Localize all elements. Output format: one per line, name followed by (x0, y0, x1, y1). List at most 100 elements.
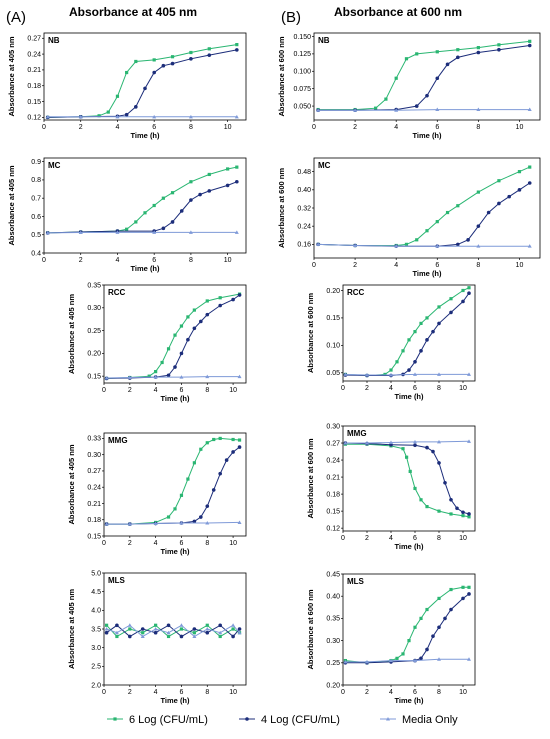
data-point-s6 (437, 305, 441, 309)
data-point-s6 (235, 165, 239, 169)
data-point-s6 (476, 46, 480, 50)
data-point-s6 (394, 76, 398, 80)
data-point-s6 (170, 55, 175, 59)
x-tick-label: 0 (341, 535, 345, 542)
data-point-s6 (179, 627, 184, 631)
chart-a-mmg: 0.15 0.18 0.21 0.24 0.27 0.30 0.33 0 2 4 6 8 10 Time … (67, 432, 247, 556)
data-point-s4 (237, 293, 242, 297)
data-point-s4 (192, 326, 197, 331)
data-point-s4 (104, 630, 109, 635)
data-point-media (437, 657, 441, 661)
x-tick-label: 4 (389, 689, 393, 696)
data-point-s4 (207, 189, 212, 193)
x-tick-label: 0 (341, 689, 345, 696)
y-tick-label: 0.18 (326, 491, 340, 498)
y-tick-label: 0.35 (87, 282, 101, 289)
data-point-s4 (435, 76, 440, 81)
legend-label: Media Only (402, 714, 458, 726)
data-point-media (476, 244, 481, 248)
y-tick-label: 0.30 (326, 423, 340, 430)
data-point-media (435, 244, 440, 248)
series-line-s4 (47, 181, 237, 234)
y-tick-label: 0.7 (31, 195, 41, 202)
data-point-media (127, 623, 132, 627)
data-point-s4 (170, 220, 175, 224)
data-point-s4 (173, 365, 177, 369)
x-tick-label: 4 (154, 689, 158, 696)
data-point-s4 (431, 449, 435, 454)
data-point-s4 (425, 338, 429, 342)
data-point-s4 (413, 360, 417, 364)
data-point-s6 (449, 512, 453, 516)
data-point-s6 (384, 97, 388, 101)
data-point-s6 (419, 498, 423, 502)
x-tick-label: 0 (102, 387, 106, 394)
x-tick-label: 6 (435, 124, 439, 131)
data-point-media (343, 659, 348, 664)
y-tick-label: 0.24 (87, 485, 101, 492)
data-point-s6 (186, 315, 190, 319)
data-point-s4 (425, 647, 429, 652)
y-tick-label: 0.100 (293, 69, 311, 76)
x-tick-label: 6 (180, 689, 184, 696)
series-line-s4 (318, 182, 530, 247)
data-point-s4 (431, 634, 435, 638)
data-point-media (218, 630, 223, 635)
column-title-a: Absorbance at 405 nm (69, 5, 197, 19)
x-axis-label: Time (h) (130, 131, 160, 140)
y-tick-label: 0.25 (326, 660, 340, 667)
series-line-s6 (345, 287, 470, 377)
data-point-media (353, 108, 358, 112)
y-axis-label: Absorbance at 405 nm (7, 165, 16, 245)
y-tick-label: 0.15 (87, 373, 101, 380)
data-point-media (104, 522, 109, 526)
y-tick-label: 0.8 (31, 177, 41, 184)
data-point-s4 (455, 506, 459, 511)
plot-frame (313, 32, 541, 121)
data-point-s6 (160, 360, 164, 365)
data-point-s6 (125, 227, 129, 231)
x-tick-label: 8 (437, 535, 441, 542)
data-point-media (237, 374, 242, 379)
series-line-s6 (106, 437, 240, 525)
y-tick-label: 2.5 (91, 664, 101, 671)
data-point-s6 (231, 627, 235, 631)
data-point-media (343, 372, 348, 376)
series-line-s6 (318, 166, 530, 246)
x-tick-label: 6 (413, 689, 417, 696)
y-tick-label: 0.33 (87, 436, 101, 443)
data-point-media (78, 114, 83, 119)
data-point-media (316, 242, 321, 246)
data-point-s4 (235, 179, 239, 184)
chart-title: RCC (108, 288, 126, 297)
x-axis-label: Time (h) (130, 264, 160, 273)
data-point-media (365, 441, 369, 445)
series-line-media (345, 658, 469, 663)
data-point-media (192, 634, 197, 638)
x-axis-label: Time (h) (160, 547, 190, 556)
chart-title: NB (318, 36, 330, 45)
x-tick-label: 0 (102, 689, 106, 696)
y-tick-label: 0.21 (326, 474, 340, 481)
data-point-s4 (231, 297, 235, 302)
data-point-s6 (413, 486, 417, 491)
data-point-s4 (166, 373, 171, 378)
data-point-s6 (192, 461, 196, 465)
data-point-media (389, 440, 393, 444)
data-point-media (394, 108, 399, 112)
legend: 6 Log (CFU/mL) 4 Log (CFU/mL) Media Only (107, 714, 458, 726)
data-point-s4 (437, 321, 441, 326)
data-point-s6 (166, 515, 171, 519)
x-axis-label: Time (h) (412, 269, 442, 278)
data-point-media (205, 520, 210, 525)
data-point-media (413, 658, 417, 663)
series-line-s4 (106, 624, 240, 638)
data-point-s4 (437, 625, 441, 630)
column-title-b: Absorbance at 600 nm (334, 5, 462, 19)
data-point-s4 (218, 303, 222, 308)
y-tick-label: 0.40 (326, 594, 340, 601)
x-tick-label: 8 (437, 385, 441, 392)
series-line-media (345, 373, 469, 376)
data-point-media (527, 244, 532, 248)
